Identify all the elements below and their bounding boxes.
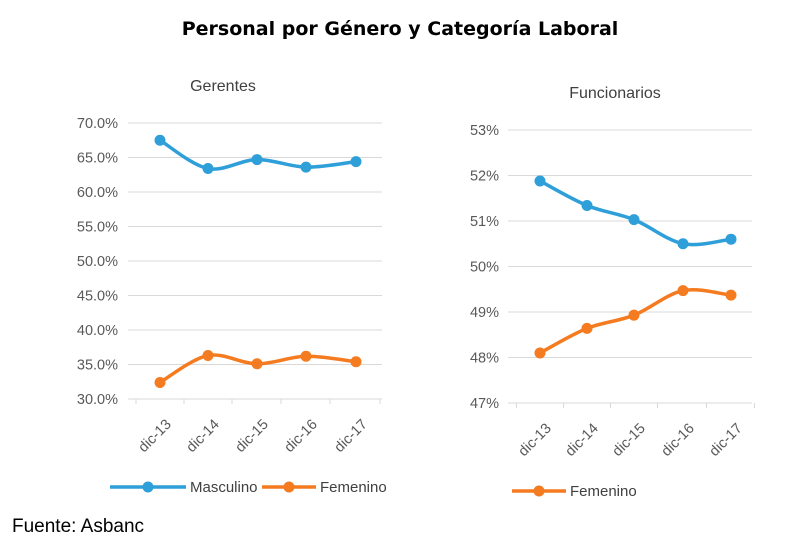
legend-marker [142, 481, 154, 493]
y-tick-label: 50% [470, 260, 499, 276]
y-tick-label: 55.0% [77, 220, 118, 236]
legend-marker [283, 481, 295, 493]
legend-label: Masculino [190, 479, 258, 496]
chart-0: Gerentes 30.0% 35.0% 40.0% 45.0% 50.0% 55.0% 60… [77, 78, 387, 496]
y-tick-label: 65.0% [77, 151, 118, 167]
data-point [677, 238, 689, 250]
x-tick-label: dic-15 [233, 417, 272, 456]
x-tick-label: dic-17 [332, 417, 371, 456]
data-point [350, 356, 362, 368]
data-point [677, 285, 689, 297]
data-point [202, 350, 214, 362]
data-point [725, 289, 737, 301]
data-point [154, 376, 166, 388]
x-tick-label: dic-17 [707, 421, 746, 460]
y-tick-label: 40.0% [77, 323, 118, 339]
chart-title: Gerentes [190, 78, 256, 95]
x-tick-label: dic-16 [659, 421, 698, 460]
x-tick-label: dic-13 [516, 421, 555, 460]
data-point [251, 358, 263, 370]
legend-label: Femenino [320, 479, 387, 496]
data-point [581, 200, 593, 212]
x-tick-label: dic-14 [184, 417, 223, 456]
page-title: Personal por Género y Categoría Laboral [181, 18, 619, 40]
y-tick-label: 48% [470, 351, 499, 367]
series-line-1 [539, 288, 732, 355]
y-tick-label: 47% [470, 396, 499, 412]
x-tick-label: dic-16 [282, 417, 321, 456]
data-point [251, 154, 263, 166]
legend-label: Femenino [570, 483, 637, 500]
y-tick-label: 35.0% [77, 358, 118, 374]
data-point [534, 175, 546, 187]
data-point [350, 156, 362, 168]
source-note: Fuente: Asbanc [12, 516, 145, 537]
data-point [628, 309, 640, 321]
data-point [534, 347, 546, 359]
x-tick-label: dic-14 [563, 421, 602, 460]
legend-marker [533, 485, 545, 497]
x-tick-label: dic-13 [136, 417, 175, 456]
chart-title: Funcionarios [569, 85, 661, 102]
data-point [154, 134, 166, 146]
y-tick-label: 51% [470, 214, 499, 230]
data-point [725, 233, 737, 245]
y-tick-label: 30.0% [77, 392, 118, 408]
y-tick-label: 70.0% [77, 116, 118, 132]
data-point [581, 322, 593, 334]
y-tick-label: 60.0% [77, 185, 118, 201]
series-line-0 [539, 179, 732, 247]
y-tick-label: 53% [470, 123, 499, 139]
y-tick-label: 45.0% [77, 289, 118, 305]
x-tick-label: dic-15 [610, 421, 649, 460]
y-tick-label: 52% [470, 169, 499, 185]
y-tick-label: 50.0% [77, 254, 118, 270]
data-point [300, 161, 312, 173]
y-tick-label: 49% [470, 305, 499, 321]
data-point [300, 350, 312, 362]
data-point [202, 163, 214, 175]
data-point [628, 214, 640, 226]
